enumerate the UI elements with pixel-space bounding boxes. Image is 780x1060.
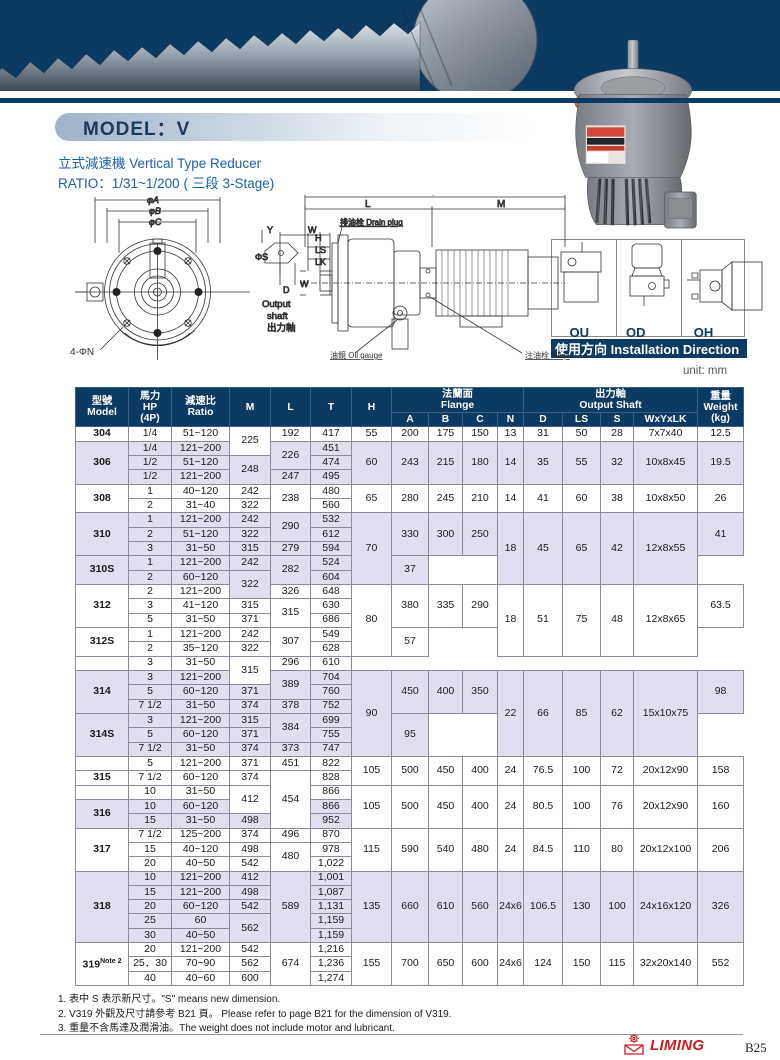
svg-text:W: W	[300, 279, 309, 289]
svg-text:L: L	[365, 199, 371, 210]
svg-text:shaft: shaft	[267, 311, 288, 322]
svg-text:LS: LS	[315, 245, 326, 255]
svg-text:排油栓 Drain plug: 排油栓 Drain plug	[340, 217, 403, 227]
svg-text:Output: Output	[262, 299, 291, 310]
svg-text:H: H	[315, 233, 322, 243]
svg-text:φC: φC	[149, 217, 162, 227]
svg-text:ΦS: ΦS	[255, 252, 268, 262]
svg-text:出力軸: 出力軸	[267, 322, 296, 334]
svg-text:D: D	[283, 285, 290, 295]
svg-text:φB: φB	[149, 206, 161, 216]
svg-text:注油栓 Oil pulg: 注油栓 Oil pulg	[525, 350, 570, 360]
svg-text:M: M	[497, 199, 505, 210]
svg-text:4-ΦN: 4-ΦN	[70, 347, 94, 358]
svg-text:T: T	[430, 195, 436, 198]
svg-text:Y: Y	[267, 225, 273, 235]
svg-text:LK: LK	[315, 257, 326, 267]
svg-text:φA: φA	[147, 195, 159, 205]
